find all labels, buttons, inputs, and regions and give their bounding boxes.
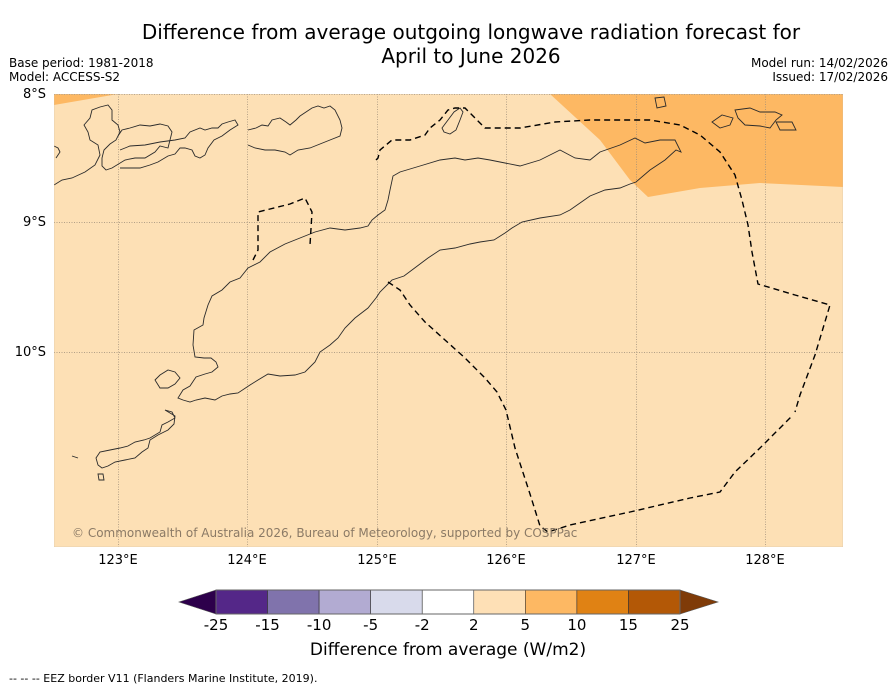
colorbar-tick-label: -15 xyxy=(255,616,280,634)
colorbar-bin--15-to--10 xyxy=(267,589,320,615)
colorbar-tick-label: 5 xyxy=(520,616,531,634)
colorbar-tick-label: 10 xyxy=(567,616,587,634)
title-line-2: April to June 2026 xyxy=(381,44,561,68)
model-run: Model run: 14/02/2026 xyxy=(750,56,888,70)
lat-label-9s: 9°S xyxy=(22,215,46,230)
coastline-island-e1 xyxy=(711,114,734,129)
lon-label-125e: 125°E xyxy=(357,553,397,568)
chart-title: Difference from average outgoing longwav… xyxy=(0,20,896,68)
colorbar-extend-low xyxy=(178,589,217,615)
gridlines xyxy=(54,94,843,547)
coastline-island-e3 xyxy=(775,121,797,131)
colorbar-tick-label: 25 xyxy=(670,616,690,634)
lon-label-124e: 124°E xyxy=(227,553,267,568)
coastline-small-islands-east xyxy=(654,96,667,109)
coastline-island-e2 xyxy=(734,107,783,129)
colorbar-tick-label: -10 xyxy=(306,616,332,634)
lon-label-128e: 128°E xyxy=(745,553,785,568)
coastline-island-1 xyxy=(54,104,173,186)
colorbar-bin-2-to-5 xyxy=(473,589,526,615)
colorbar-tick-label: 15 xyxy=(618,616,638,634)
lon-label-127e: 127°E xyxy=(616,553,656,568)
coastline-islet-3 xyxy=(71,455,79,459)
meta-right: Model run: 14/02/2026 Issued: 17/02/2026 xyxy=(751,56,888,84)
coastline-island-4 xyxy=(54,145,61,159)
colorbar-bin--5-to--2 xyxy=(370,589,423,615)
colorbar-bin--2-to-2 xyxy=(421,589,475,615)
colorbar-bin-5-to-10 xyxy=(525,589,578,615)
issued-date: Issued: 17/02/2026 xyxy=(772,70,888,84)
colorbar-extend-high xyxy=(679,589,719,615)
colorbar-tick-label: -2 xyxy=(414,616,430,634)
colorbar-label: Difference from average (W/m2) xyxy=(309,640,587,660)
colorbar-tick-label: -25 xyxy=(203,616,229,634)
colorbar-bin-10-to-15 xyxy=(576,589,629,615)
colorbar-bin--10-to--5 xyxy=(318,589,371,615)
anomaly-region-high-ne xyxy=(550,94,843,197)
anomaly-region-high-nw xyxy=(54,94,118,105)
eez-border xyxy=(252,107,831,533)
model-name: Model: ACCESS-S2 xyxy=(9,70,121,84)
colorbar-tick-label: -5 xyxy=(363,616,379,634)
colorbar-bin--25-to--15 xyxy=(215,589,268,615)
base-period: Base period: 1981-2018 xyxy=(9,56,154,70)
coastline-timor-north xyxy=(177,137,682,403)
title-line-1: Difference from average outgoing longwav… xyxy=(141,20,801,44)
eez-border-west-box xyxy=(252,197,313,261)
lat-label-10s: 10°S xyxy=(14,345,46,360)
coastline-islet-1 xyxy=(154,369,181,389)
copyright-notice: © Commonwealth of Australia 2026, Bureau… xyxy=(72,526,578,540)
coastlines xyxy=(54,96,797,481)
lat-label-8s: 8°S xyxy=(22,87,46,102)
eez-border-north xyxy=(375,107,831,413)
colorbar-tick-label: 2 xyxy=(468,616,479,634)
meta-left: Base period: 1981-2018 Model: ACCESS-S2 xyxy=(9,56,154,84)
coastline-island-3 xyxy=(247,105,343,156)
coastline-island-atauro xyxy=(441,107,464,135)
coastline-island-2 xyxy=(119,119,239,169)
eez-footnote: -- -- -- EEZ border V11 (Flanders Marine… xyxy=(9,672,318,685)
coastline-island-rote xyxy=(95,409,176,469)
lon-label-123e: 123°E xyxy=(98,553,138,568)
colorbar-frame xyxy=(215,589,681,615)
colorbar-bin-15-to-25 xyxy=(628,589,681,615)
lon-label-126e: 126°E xyxy=(486,553,526,568)
coastline-islet-2 xyxy=(97,473,105,481)
